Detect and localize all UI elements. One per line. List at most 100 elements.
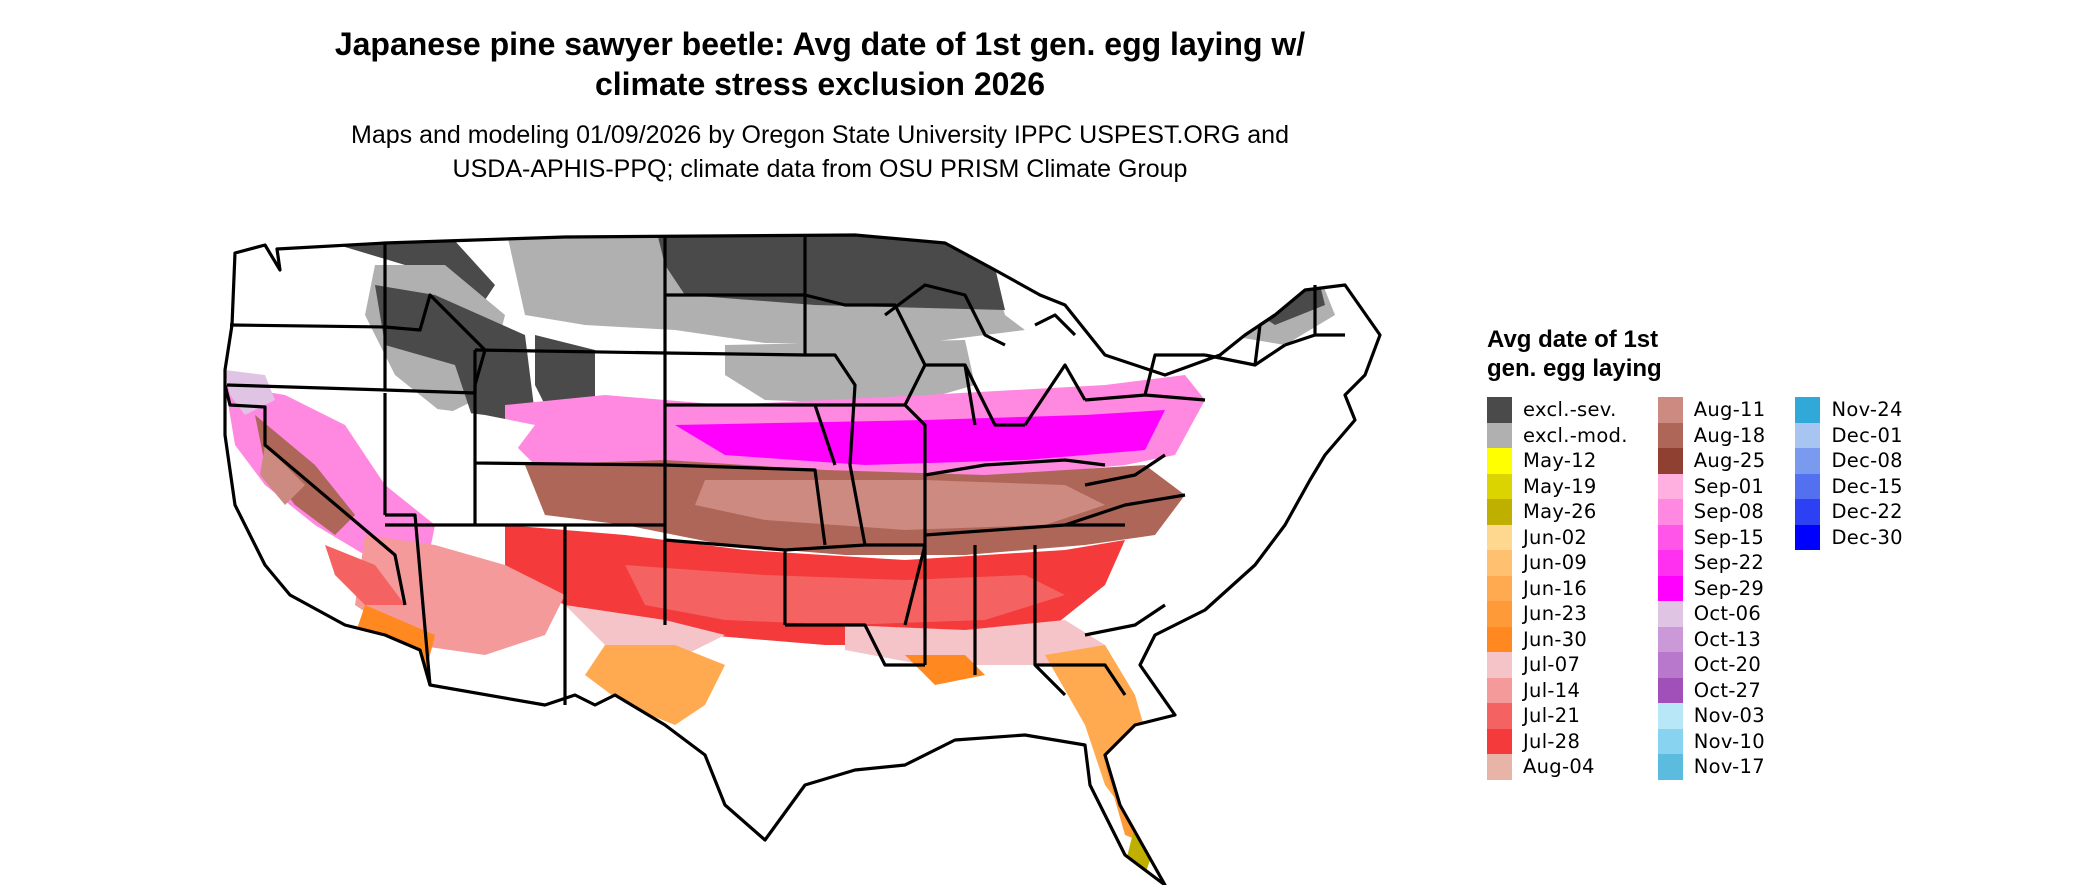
legend-column-1: excl.-sev. excl.-mod. May-12 May-19 May-26 Ju… [1487, 397, 1628, 780]
legend-item: Nov-17 [1657, 754, 1766, 780]
legend-swatch [1487, 550, 1512, 576]
map-subtitle: Maps and modeling 01/09/2026 by Oregon S… [200, 118, 1440, 186]
legend-item: May-26 [1487, 499, 1628, 525]
legend-label: Dec-30 [1831, 525, 1903, 549]
legend-title-line-2: gen. egg laying [1487, 355, 1662, 382]
legend-item: excl.-mod. [1487, 422, 1628, 448]
legend-item: Sep-15 [1657, 524, 1766, 550]
legend-label: excl.-mod. [1523, 423, 1628, 447]
legend-swatch [1795, 422, 1821, 448]
legend-item: Oct-27 [1657, 677, 1766, 703]
legend-label: Sep-22 [1693, 551, 1765, 575]
legend-swatch [1657, 550, 1683, 576]
legend-title-line-1: Avg date of 1st [1487, 326, 1659, 353]
legend-swatch [1657, 473, 1683, 499]
legend-label: May-12 [1523, 449, 1597, 473]
map-title-line-1: Japanese pine sawyer beetle: Avg date of… [334, 26, 1306, 62]
legend-swatch [1487, 524, 1512, 550]
legend-label: Jun-30 [1523, 627, 1588, 651]
legend-label: Nov-17 [1693, 755, 1765, 779]
legend-columns: excl.-sev. excl.-mod. May-12 May-19 May-26 Ju… [1487, 397, 1933, 780]
legend-swatch [1795, 448, 1821, 474]
legend-item: Jun-23 [1487, 601, 1628, 627]
legend-item: Aug-25 [1657, 448, 1766, 474]
legend-label: Sep-01 [1693, 474, 1765, 498]
legend-label: Aug-25 [1693, 449, 1766, 473]
legend-label: Nov-24 [1831, 398, 1903, 422]
legend-swatch [1657, 754, 1683, 780]
legend-swatch [1795, 397, 1821, 423]
legend-label: Jul-21 [1523, 704, 1581, 728]
legend-label: Jun-23 [1523, 602, 1588, 626]
legend-swatch [1487, 601, 1512, 627]
legend-swatch [1487, 677, 1512, 703]
legend-swatch [1657, 626, 1683, 652]
legend-item: Jul-07 [1487, 652, 1628, 678]
legend-label: Jun-02 [1523, 525, 1588, 549]
legend-item: excl.-sev. [1487, 397, 1628, 423]
legend-label: Aug-04 [1523, 755, 1595, 779]
map-title-line-2: climate stress exclusion 2026 [594, 66, 1046, 102]
legend-label: Jul-14 [1523, 678, 1581, 702]
legend-swatch [1657, 728, 1683, 754]
legend-swatch [1657, 499, 1683, 525]
legend-label: Dec-15 [1831, 474, 1903, 498]
legend-label: May-19 [1523, 474, 1597, 498]
legend-swatch [1487, 499, 1512, 525]
legend-title: Avg date of 1st gen. egg laying [1487, 325, 1933, 383]
legend-label: Nov-03 [1693, 704, 1765, 728]
legend-swatch [1657, 575, 1683, 601]
legend-item: Nov-10 [1657, 728, 1766, 754]
legend-item: Jul-28 [1487, 728, 1628, 754]
legend-item: Nov-03 [1657, 703, 1766, 729]
legend-label: Sep-29 [1693, 576, 1765, 600]
legend-item: Nov-24 [1795, 397, 1902, 423]
legend-swatch [1657, 703, 1683, 729]
legend-swatch [1795, 499, 1821, 525]
legend-item: Dec-08 [1795, 448, 1903, 474]
legend-item: Dec-22 [1795, 499, 1903, 525]
legend-label: Aug-11 [1693, 398, 1766, 422]
legend-swatch [1487, 575, 1512, 601]
legend-label: Dec-08 [1831, 449, 1903, 473]
legend-swatch [1487, 473, 1512, 499]
legend-swatch [1657, 524, 1683, 550]
legend-item: Aug-18 [1657, 422, 1766, 448]
legend-label: Sep-15 [1693, 525, 1765, 549]
legend-swatch [1487, 448, 1512, 474]
legend-swatch [1487, 397, 1512, 423]
legend-item: Jun-16 [1487, 575, 1628, 601]
legend-label: Oct-27 [1693, 678, 1762, 702]
legend-item: Aug-04 [1487, 754, 1628, 780]
legend-item: Sep-29 [1657, 575, 1766, 601]
legend-item: Jun-30 [1487, 626, 1628, 652]
legend-swatch [1657, 422, 1683, 448]
legend-label: Oct-13 [1693, 627, 1762, 651]
legend-item: Oct-13 [1657, 626, 1766, 652]
legend-label: Jun-09 [1523, 551, 1588, 575]
legend-label: Oct-20 [1693, 653, 1762, 677]
legend-item: May-19 [1487, 473, 1628, 499]
legend-item: Jul-14 [1487, 677, 1628, 703]
legend-swatch [1487, 754, 1512, 780]
legend-label: Aug-18 [1693, 423, 1766, 447]
map-title-block: Japanese pine sawyer beetle: Avg date of… [200, 24, 1440, 186]
legend-label: Jul-28 [1523, 729, 1581, 753]
legend-label: Jun-16 [1523, 576, 1588, 600]
legend-swatch [1657, 397, 1683, 423]
legend-item: May-12 [1487, 448, 1628, 474]
legend-swatch [1487, 626, 1512, 652]
state-boundaries [223, 233, 1382, 885]
legend-item: Jun-09 [1487, 550, 1628, 576]
legend-swatch [1487, 728, 1512, 754]
legend-label: Oct-06 [1693, 602, 1762, 626]
legend-item: Sep-22 [1657, 550, 1766, 576]
legend-item: Dec-15 [1795, 473, 1903, 499]
us-egg-laying-map [223, 233, 1382, 885]
legend-label: May-26 [1523, 500, 1597, 524]
legend-item: Dec-01 [1795, 422, 1903, 448]
map-subtitle-line-1: Maps and modeling 01/09/2026 by Oregon S… [351, 121, 1289, 149]
map-legend: Avg date of 1st gen. egg laying excl.-se… [1487, 325, 1933, 780]
legend-swatch [1657, 677, 1683, 703]
legend-swatch [1795, 524, 1821, 550]
